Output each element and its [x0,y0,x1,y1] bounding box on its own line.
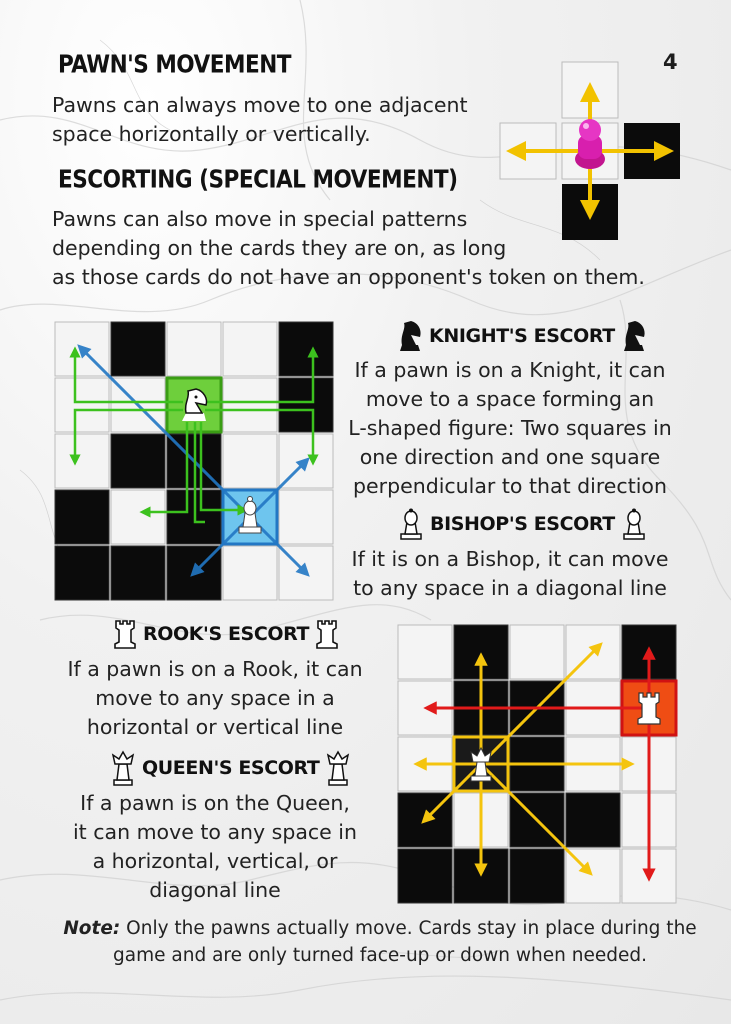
bishop-line: to any space in a diagonal line [353,576,667,600]
light-card [54,377,110,433]
knight-bishop-diagram [54,321,334,601]
dark-card [110,433,166,489]
note: Note: Only the pawns actually move. Card… [60,915,700,969]
note-label: Note: [63,918,121,939]
rook-escort-text: If a pawn is on a Rook, it can move to a… [50,655,380,742]
knight-icon [623,321,645,351]
bishop-piece-icon [238,496,262,534]
knight-line: one direction and one square [359,445,661,469]
light-card [166,321,222,377]
light-card [110,489,166,545]
dark-card [54,545,110,601]
bishop-escort-title: BISHOP'S ESCORT [398,508,647,540]
queen-escort-title: QUEEN'S ESCORT [110,750,351,786]
knight-line: If a pawn is on a Knight, it can [354,358,666,382]
queen-icon [327,750,350,786]
queen-line: diagonal line [149,878,281,902]
pawn-movement-text-2: space horizontally or vertically. [52,122,371,146]
light-card [222,545,278,601]
queen-escort-text: If a pawn is on the Queen, it can move t… [50,789,380,905]
escorting-text-2: depending on the cards they are on, as l… [52,236,507,260]
bishop-line: If it is on a Bishop, it can move [351,547,669,571]
escorting-text-1: Pawns can also move in special patterns [52,207,468,231]
dark-card [110,321,166,377]
pawn-movement-text-1: Pawns can always move to one adjacent [52,93,468,117]
rook-escort-title: ROOK'S ESCORT [113,618,339,650]
rook-line: If a pawn is on a Rook, it can [67,657,363,681]
knight-line: perpendicular to that direction [353,474,667,498]
dark-card [565,792,621,848]
note-text: Only the pawns actually move. Cards stay… [113,918,697,966]
rook-line: move to any space in a [95,686,335,710]
queen-piece-icon [470,746,492,782]
queen-icon [111,750,135,786]
queen-line: a horizontal, vertical, or [92,849,338,873]
dark-card [397,848,453,904]
dark-card [509,848,565,904]
knight-line: L-shaped figure: Two squares in [348,416,672,440]
bishop-escort-label: BISHOP'S ESCORT [430,513,615,535]
queen-escort-label: QUEEN'S ESCORT [142,757,320,779]
light-card [278,489,334,545]
light-card [54,433,110,489]
knight-escort-title: KNIGHT'S ESCORT [397,319,647,353]
escorting-heading: ESCORTING (SPECIAL MOVEMENT) [58,164,458,194]
rook-line: horizontal or vertical line [86,715,344,739]
pawn-piece-icon [575,119,605,169]
bishop-escort-text: If it is on a Bishop, it can move to any… [340,545,680,603]
knight-icon [400,321,421,351]
knight-escort-text: If a pawn is on a Knight, it can move to… [340,356,680,501]
bishop-icon [400,508,422,540]
light-card [222,377,278,433]
dark-card [278,377,334,433]
knight-piece-icon [182,388,208,421]
dark-card [278,321,334,377]
page-number: 4 [663,50,678,74]
dark-card [54,489,110,545]
dark-card [110,545,166,601]
escorting-text-3: as those cards do not have an opponent's… [52,265,645,289]
rook-escort-label: ROOK'S ESCORT [143,623,310,645]
rook-queen-diagram [397,624,678,904]
rook-icon [114,620,136,649]
pawn-movement-heading: PAWN'S MOVEMENT [58,49,292,79]
light-card [509,624,565,680]
rook-icon [316,620,338,649]
knight-escort-label: KNIGHT'S ESCORT [429,325,615,347]
bishop-icon [623,508,645,540]
queen-line: If a pawn is on the Queen, [80,791,350,815]
queen-line: it can move to any space in [72,820,357,844]
light-card [397,624,453,680]
rook-piece-icon [637,692,661,725]
light-card [222,321,278,377]
pawn-movement-diagram [499,61,680,240]
knight-line: move to a space forming an [365,387,655,411]
light-card [222,433,278,489]
